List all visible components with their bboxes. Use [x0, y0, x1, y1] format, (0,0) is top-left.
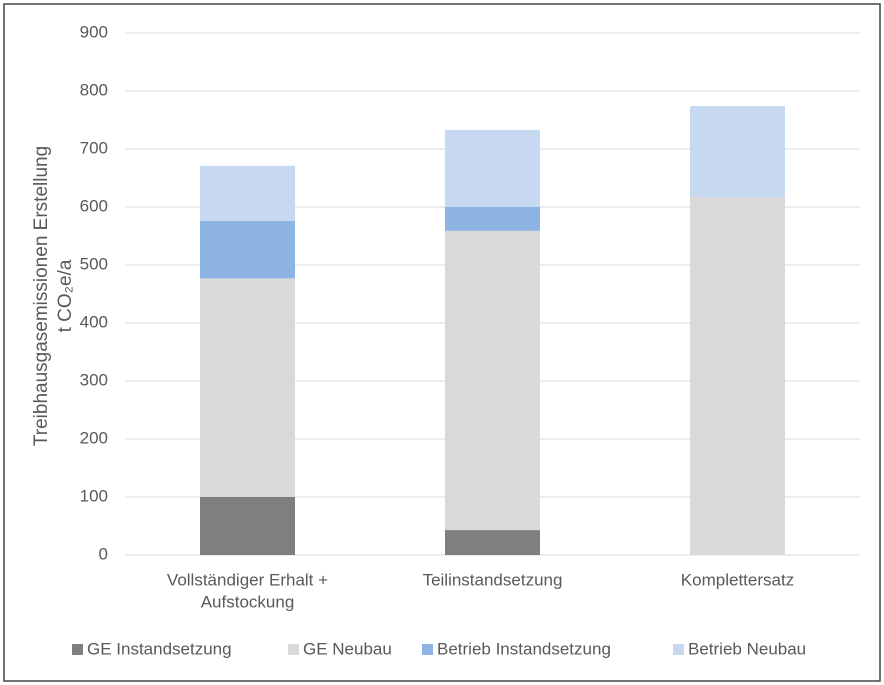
legend-label: Betrieb Neubau — [688, 639, 806, 658]
y-axis-label: Treibhausgasemissionen Erstellung — [31, 146, 52, 446]
y-tick-label: 300 — [80, 370, 108, 389]
y-tick-label: 900 — [80, 22, 108, 41]
bar-segment — [200, 497, 295, 555]
x-tick-label: Vollständiger Erhalt + — [167, 570, 328, 589]
legend-marker — [72, 644, 83, 655]
legend-label: GE Instandsetzung — [87, 639, 232, 658]
bar-segment — [690, 106, 785, 198]
legend-label: Betrieb Instandsetzung — [437, 639, 611, 658]
y-axis-label: t CO₂e/a — [55, 259, 76, 332]
bar-segment — [200, 165, 295, 221]
bar-segment — [445, 530, 540, 555]
bar-segment — [200, 278, 295, 497]
legend-marker — [673, 644, 684, 655]
y-tick-label: 200 — [80, 428, 108, 447]
x-tick-label: Teilinstandsetzung — [423, 570, 563, 589]
bar-segment — [445, 207, 540, 231]
bar-segment — [690, 197, 785, 555]
x-tick-label: Aufstockung — [201, 592, 295, 611]
bar-segment — [445, 129, 540, 207]
y-tick-label: 700 — [80, 138, 108, 157]
bar-segment — [445, 230, 540, 531]
y-tick-label: 800 — [80, 80, 108, 99]
y-tick-label: 600 — [80, 196, 108, 215]
y-tick-label: 400 — [80, 312, 108, 331]
x-tick-label: Komplettersatz — [681, 570, 794, 589]
legend-marker — [288, 644, 299, 655]
legend-label: GE Neubau — [303, 639, 392, 658]
y-tick-label: 0 — [99, 544, 108, 563]
y-tick-label: 500 — [80, 254, 108, 273]
y-tick-label: 100 — [80, 486, 108, 505]
bar-segment — [200, 220, 295, 279]
legend-marker — [422, 644, 433, 655]
